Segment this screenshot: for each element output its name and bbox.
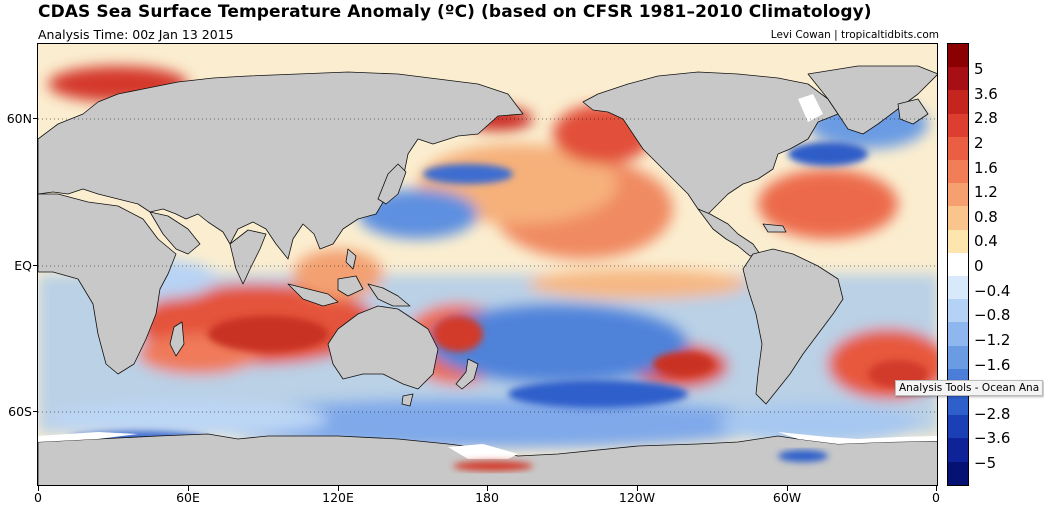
lon-tick <box>637 486 638 491</box>
sst-anomaly-map[interactable] <box>37 43 938 486</box>
colorbar-swatch <box>948 206 968 230</box>
analysis-time: Analysis Time: 00z Jan 13 2015 <box>38 27 234 42</box>
lon-tick <box>787 486 788 491</box>
colorbar-label: 1.6 <box>974 158 998 177</box>
sea-ice <box>38 94 937 459</box>
lon-label-0-east: 0 <box>932 490 940 505</box>
colorbar-label: −2.8 <box>974 404 1011 423</box>
lon-tick <box>338 486 339 491</box>
colorbar-swatch <box>948 415 968 439</box>
lon-label-120e: 120E <box>322 490 354 505</box>
colorbar-label: 5 <box>974 60 984 78</box>
colorbar-label: −1.6 <box>974 355 1011 374</box>
colorbar-label: −5 <box>974 454 997 472</box>
lon-label-60e: 60E <box>176 490 200 505</box>
colorbar-swatch <box>948 229 968 253</box>
colorbar <box>947 43 969 486</box>
lon-tick <box>936 486 937 491</box>
colorbar-label: −0.8 <box>974 306 1011 325</box>
colorbar-swatch <box>948 276 968 300</box>
lat-label-eq: EQ <box>14 258 32 273</box>
lon-tick <box>38 486 39 491</box>
colorbar-swatch <box>948 113 968 137</box>
colorbar-label: −0.4 <box>974 281 1011 300</box>
colorbar-swatch <box>948 252 968 277</box>
colorbar-label: 3.6 <box>974 84 998 103</box>
map-title: CDAS Sea Surface Temperature Anomaly (ºC… <box>38 2 872 22</box>
colorbar-label: 2 <box>974 133 984 152</box>
ross-sea-anomaly <box>453 450 828 471</box>
lon-label-0: 0 <box>34 490 42 505</box>
colorbar-swatch <box>948 322 968 346</box>
colorbar-label: −1.2 <box>974 330 1011 349</box>
colorbar-swatch <box>948 67 968 91</box>
colorbar-swatch <box>948 461 968 485</box>
lon-label-120w: 120W <box>618 490 656 505</box>
colorbar-label: 2.8 <box>974 109 998 128</box>
lat-label-60s: 60S <box>8 404 32 419</box>
tooltip: Analysis Tools - Ocean Ana <box>895 380 1044 396</box>
colorbar-swatch <box>948 299 968 323</box>
lon-tick <box>188 486 189 491</box>
colorbar-swatch <box>948 438 968 462</box>
colorbar-label: 0.4 <box>974 232 998 251</box>
land-masses <box>38 65 937 485</box>
colorbar-label: 0.8 <box>974 207 998 226</box>
lon-tick <box>487 486 488 491</box>
lat-label-60n: 60N <box>6 111 32 126</box>
lon-label-180: 180 <box>475 490 499 505</box>
lat-tick <box>33 411 38 412</box>
map-canvas <box>38 44 937 485</box>
colorbar-swatch <box>948 136 968 161</box>
colorbar-swatch <box>948 160 968 184</box>
colorbar-label: −3.6 <box>974 429 1011 448</box>
lat-tick <box>33 265 38 266</box>
lat-tick <box>33 118 38 119</box>
colorbar-label: 0 <box>974 257 984 275</box>
colorbar-swatch <box>948 44 968 68</box>
colorbar-label: 1.2 <box>974 183 998 202</box>
colorbar-swatch <box>948 392 968 416</box>
colorbar-swatch <box>948 345 968 369</box>
colorbar-swatch <box>948 90 968 114</box>
lon-label-60w: 60W <box>772 490 802 505</box>
colorbar-swatch <box>948 183 968 207</box>
anomaly-detail <box>68 142 928 470</box>
credit-text: Levi Cowan | tropicaltidbits.com <box>770 29 939 41</box>
